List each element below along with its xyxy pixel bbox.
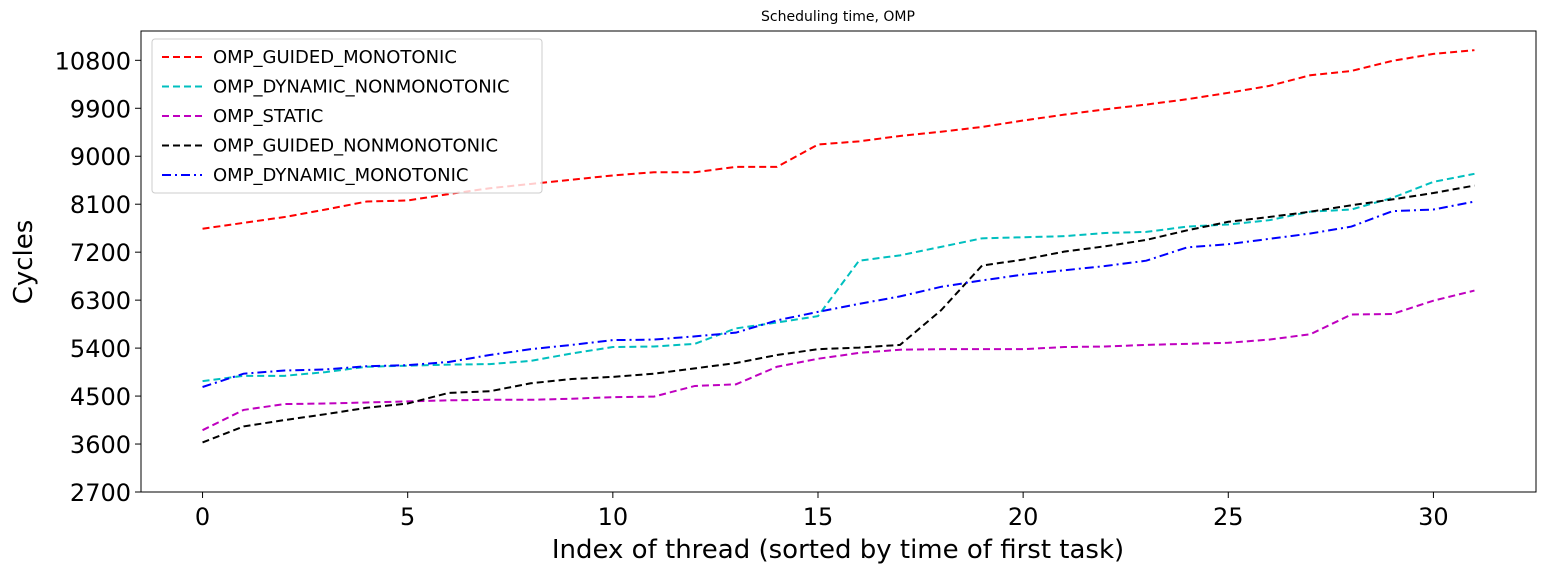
y-tick-label: 6300 [70, 287, 131, 315]
y-tick-label: 9000 [70, 143, 131, 171]
series-line-omp-static [202, 289, 1475, 432]
y-tick-label: 8100 [70, 191, 131, 219]
series-line-omp-dynamic-monotonic [202, 200, 1475, 388]
x-tick-label: 0 [195, 503, 210, 531]
y-axis-label: Cycles [9, 220, 39, 305]
y-tick-label: 9900 [70, 95, 131, 123]
chart-title: Scheduling time, OMP [761, 9, 915, 25]
x-tick-label: 25 [1213, 503, 1244, 531]
legend-label: OMP_GUIDED_MONOTONIC [213, 47, 457, 68]
x-tick-label: 5 [400, 503, 415, 531]
series-line-omp-dynamic-nonmonotonic [202, 172, 1475, 383]
legend-label: OMP_DYNAMIC_MONOTONIC [213, 165, 468, 186]
x-tick-label: 20 [1008, 503, 1039, 531]
x-axis: 0 5 10 15 20 25 30 [195, 492, 1449, 531]
y-tick-label: 5400 [70, 335, 131, 363]
y-tick-label: 2700 [70, 479, 131, 507]
legend-label: OMP_STATIC [213, 106, 323, 127]
legend-label: OMP_GUIDED_NONMONOTONIC [213, 136, 498, 157]
y-tick-label: 10800 [55, 47, 131, 75]
series-line-omp-guided-monotonic [202, 49, 1475, 230]
x-axis-label: Index of thread (sorted by time of first… [552, 535, 1124, 565]
y-tick-label: 4500 [70, 383, 131, 411]
y-tick-label: 3600 [70, 431, 131, 459]
x-tick-label: 15 [803, 503, 834, 531]
x-tick-label: 30 [1418, 503, 1449, 531]
legend-box [151, 38, 543, 194]
legend: OMP_GUIDED_MONOTONIC OMP_DYNAMIC_NONMONOT… [151, 38, 543, 194]
y-axis: 2700 3600 4500 5400 6300 7200 8100 9000 9900 1080… [55, 47, 141, 507]
plot-frame [140, 30, 1537, 493]
x-tick-label: 10 [598, 503, 629, 531]
legend-label: OMP_DYNAMIC_NONMONOTONIC [213, 77, 510, 98]
series-line-omp-guided-nonmonotonic [202, 184, 1475, 444]
plot-area [202, 49, 1475, 444]
y-tick-label: 7200 [70, 239, 131, 267]
